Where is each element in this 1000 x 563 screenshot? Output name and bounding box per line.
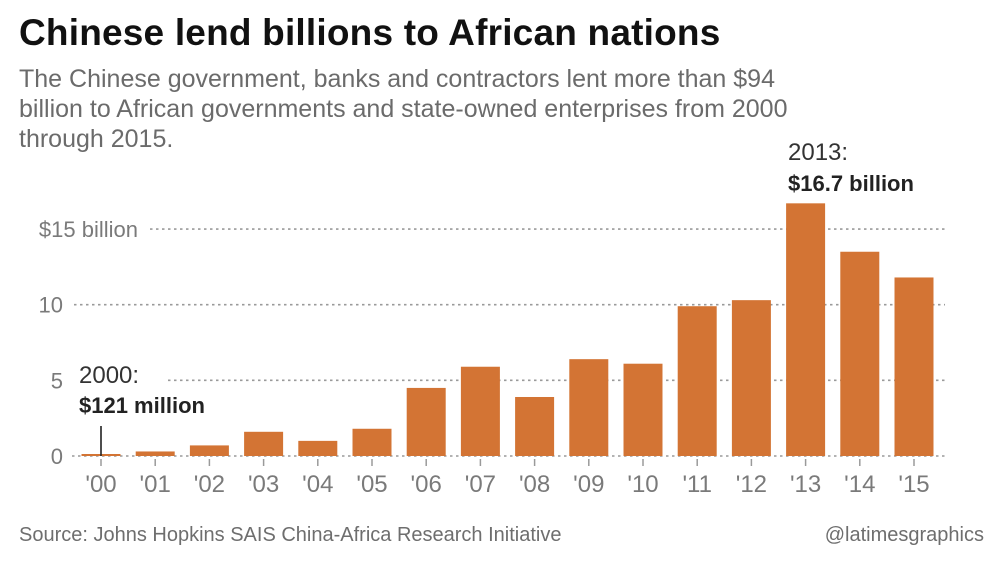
bar-10 (623, 363, 663, 456)
bar-14 (840, 251, 880, 456)
y-tick-label: $15 billion (39, 217, 138, 242)
bar-03 (244, 431, 284, 456)
x-tick-label: '04 (302, 471, 333, 498)
bar-06 (406, 387, 446, 456)
credit-link[interactable]: @latimesgraphics (824, 524, 984, 546)
x-tick-label: '14 (844, 471, 875, 498)
x-tick-label: '10 (627, 471, 658, 498)
annotation-value: $16.7 billion (788, 171, 914, 196)
x-axis-ticks (100, 459, 915, 466)
bar-12 (731, 300, 771, 456)
bar-01 (135, 451, 175, 456)
x-tick-label: '06 (411, 471, 442, 498)
annotation-year: 2000: (79, 362, 139, 389)
x-tick-label: '01 (140, 471, 171, 498)
bar-08 (515, 396, 555, 456)
bar-05 (352, 428, 392, 456)
chart-subtitle: The Chinese government, banks and contra… (19, 65, 788, 153)
x-tick-label: '02 (194, 471, 225, 498)
x-tick-label: '03 (248, 471, 279, 498)
source-note: Source: Johns Hopkins SAIS China-Africa … (19, 524, 562, 546)
x-tick-label: '07 (465, 471, 496, 498)
bar-11 (677, 306, 717, 456)
bar-07 (460, 366, 500, 456)
x-tick-label: '13 (790, 471, 821, 498)
x-tick-label: '08 (519, 471, 550, 498)
x-tick-label: '15 (898, 471, 929, 498)
bar-02 (189, 445, 229, 456)
x-tick-label: '12 (736, 471, 767, 498)
y-tick-label: 10 (39, 293, 63, 318)
chart-title: Chinese lend billions to African nations (19, 12, 721, 53)
x-tick-label: '00 (85, 471, 116, 498)
annotation-year: 2013: (788, 139, 848, 166)
bars (81, 203, 934, 456)
bar-04 (298, 440, 338, 456)
x-tick-label: '09 (573, 471, 604, 498)
x-axis-labels: '00 '01 '02 '03 '04 '05 '06 '07 '08 '09 '10 '11 '12 '… (85, 471, 929, 498)
bar-09 (569, 359, 609, 456)
y-tick-label: 5 (51, 368, 63, 393)
annotation-value: $121 million (79, 393, 205, 418)
bar-15 (894, 277, 934, 456)
x-tick-label: '05 (356, 471, 387, 498)
bar-13 (786, 203, 826, 456)
x-tick-label: '11 (682, 471, 712, 498)
annotations: 2000: $121 million 2013: $16.7 billion (79, 139, 914, 456)
y-tick-label: 0 (51, 444, 63, 469)
y-axis-labels: 0 5 10 $15 billion (39, 217, 138, 469)
